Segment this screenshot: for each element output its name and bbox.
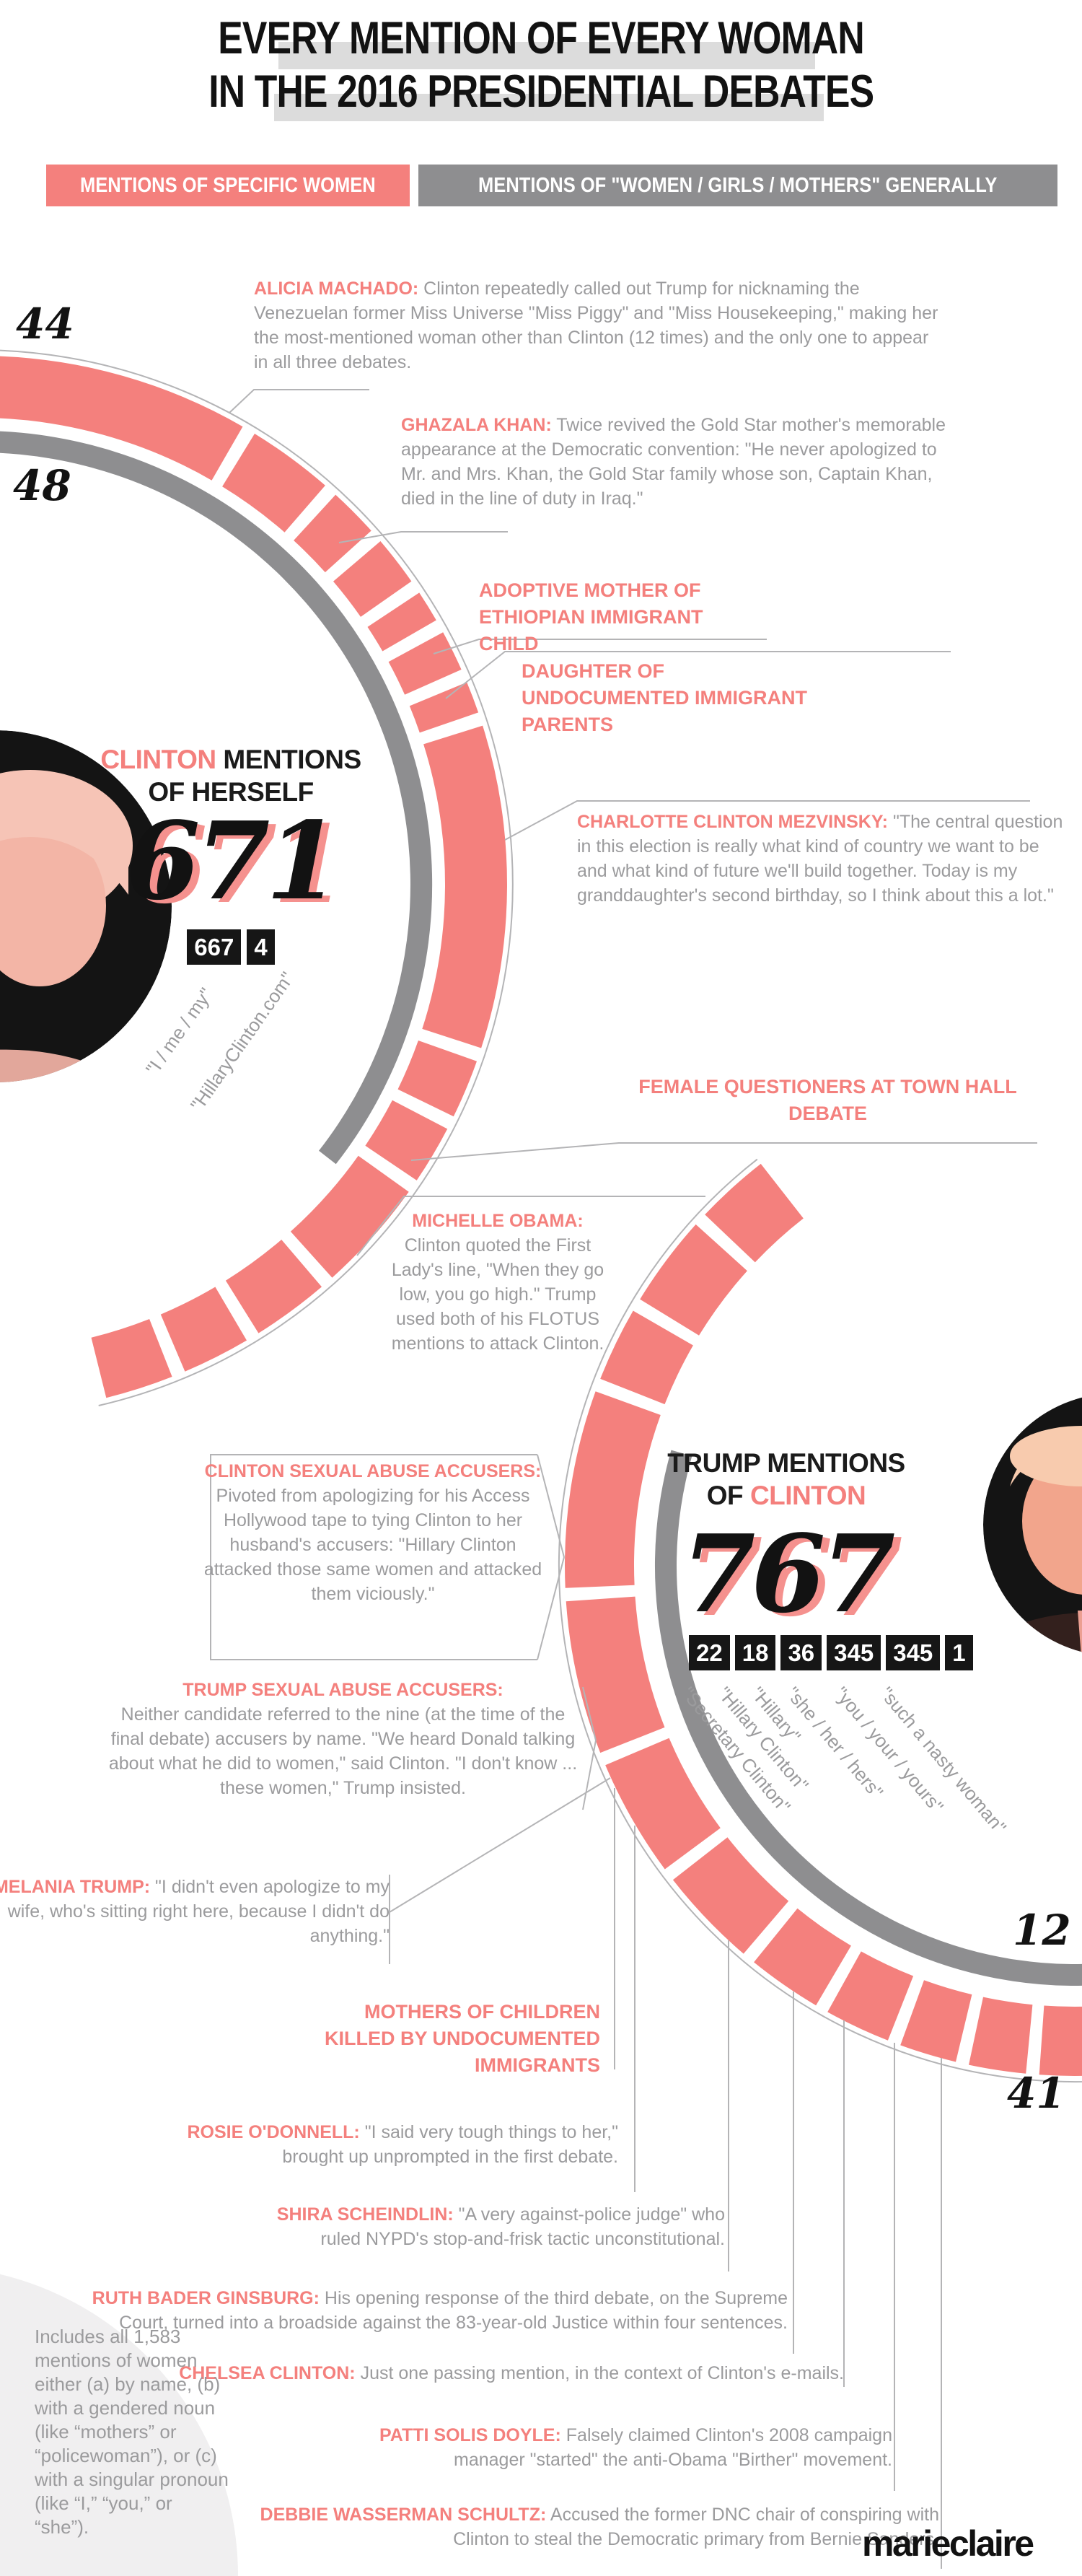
clinton-general-band xyxy=(0,431,433,1165)
trump-specific-segment xyxy=(1039,2005,1082,2076)
clinton-specific-segment xyxy=(91,1319,172,1398)
trump-photo xyxy=(983,1393,1082,1656)
leader-line xyxy=(582,1740,597,1810)
entry-chelsea-clinton: CHELSEA CLINTON: Just one passing mentio… xyxy=(179,2363,844,2383)
title-highlight-bar-1 xyxy=(278,42,815,69)
entry-trump-sexual-abuse-accusers: TRUMP SEXUAL ABUSE ACCUSERS: Neither cand… xyxy=(108,1680,578,1798)
clinton-ring-outline xyxy=(0,349,514,1406)
leader-line xyxy=(210,1454,537,1660)
leader-line xyxy=(356,1196,705,1256)
entry-shira-scheindlin: SHIRA SCHEINDLIN: "A very against-police… xyxy=(276,2204,725,2249)
clinton-specific-segment xyxy=(290,1155,409,1278)
clinton-specific-segment xyxy=(225,1240,322,1333)
entry-ruth-bader-ginsburg: RUTH BADER GINSBURG: His opening respons… xyxy=(92,2288,788,2333)
leader-line xyxy=(389,1777,611,1913)
count-box: 22 xyxy=(689,1635,730,1670)
clinton-specific-segment xyxy=(222,434,325,533)
page-title-line1: EVERY MENTION OF EVERY WOMAN xyxy=(0,14,1082,62)
clinton-specific-segment xyxy=(0,356,243,481)
clinton-specific-count: 44 xyxy=(16,299,74,349)
trump-specific-segment xyxy=(754,1908,851,2006)
legend-specific-women: MENTIONS OF SPECIFIC WOMEN xyxy=(46,165,410,206)
trump-ring-outline xyxy=(558,1158,1082,2083)
clinton-general-count: 48 xyxy=(13,461,71,510)
count-box: 1 xyxy=(945,1635,973,1670)
leader-line xyxy=(537,1454,565,1558)
trump-specific-segment xyxy=(705,1163,804,1263)
entry-debbie-wasserman-schultz: DEBBIE WASSERMAN SCHULTZ: Accused the fo… xyxy=(260,2505,939,2549)
legend-specific-label: MENTIONS OF SPECIFIC WOMEN xyxy=(80,173,376,197)
entry-melania-trump: MELANIA TRUMP: "I didn't even apologize … xyxy=(0,1877,390,1946)
trump-heading-name: CLINTON xyxy=(749,1481,866,1510)
leader-line xyxy=(338,531,508,543)
trump-total: 767 xyxy=(681,1511,896,1637)
trump-specific-count: 41 xyxy=(1007,2069,1065,2118)
clinton-specific-segment xyxy=(422,725,507,1048)
entry-patti-solis-doyle: PATTI SOLIS DOYLE: Falsely claimed Clint… xyxy=(379,2425,892,2470)
entry-charlotte-clinton-mezvinsky: CHARLOTTE CLINTON MEZVINSKY: "The centra… xyxy=(577,812,1063,906)
clinton-specific-segment xyxy=(365,1100,448,1180)
leader-line xyxy=(582,1686,597,1741)
legend-general-label: MENTIONS OF "WOMEN / GIRLS / MOTHERS" GE… xyxy=(478,173,998,197)
page-title-line1-text: EVERY MENTION OF EVERY WOMAN xyxy=(218,13,864,63)
count-box: 345 xyxy=(886,1635,941,1670)
legend-general-women: MENTIONS OF "WOMEN / GIRLS / MOTHERS" GE… xyxy=(418,165,1057,206)
clinton-heading-name: CLINTON xyxy=(100,745,216,774)
clinton-specific-segment xyxy=(367,592,436,652)
entry-rosie-odonnell: ROSIE O'DONNELL: "I said very tough thin… xyxy=(187,2122,618,2167)
marie-claire-logo: marieclaire xyxy=(862,2523,1034,2564)
entry-ghazala-khan: GHAZALA KHAN: Twice revived the Gold Sta… xyxy=(401,415,946,509)
title-highlight-bar-2 xyxy=(274,94,824,121)
leader-line xyxy=(229,389,369,413)
trump-general-count: 12 xyxy=(1013,1906,1071,1955)
clinton-specific-segment xyxy=(397,1041,477,1117)
entry-alicia-machado: ALICIA MACHADO: Clinton repeatedly calle… xyxy=(254,279,938,372)
trump-specific-segment xyxy=(672,1837,789,1954)
trump-specific-segment xyxy=(827,1951,914,2041)
leader-line xyxy=(504,800,1030,841)
entry-daughter-undocumented: DAUGHTER OF UNDOCUMENTED IMMIGRANT PAREN… xyxy=(522,660,807,735)
trump-specific-segment xyxy=(969,1997,1033,2074)
page-title-line2: IN THE 2016 PRESIDENTIAL DEBATES xyxy=(0,68,1082,115)
leader-line xyxy=(410,1142,1037,1161)
trump-specific-segment xyxy=(640,1224,747,1336)
trump-specific-segment xyxy=(900,1980,972,2062)
count-box: 36 xyxy=(780,1635,822,1670)
count-box: 4 xyxy=(247,929,275,965)
leader-line xyxy=(445,651,951,699)
entry-clinton-sexual-abuse-accusers: CLINTON SEXUAL ABUSE ACCUSERS: Pivoted fr… xyxy=(203,1461,542,1604)
clinton-specific-segment xyxy=(388,632,462,695)
trump-heading: TRUMP MENTIONS OF CLINTON xyxy=(649,1447,923,1512)
footnote: Includes all 1,583 mentions of women eit… xyxy=(35,2326,229,2538)
trump-specific-segment xyxy=(566,1596,665,1753)
clinton-breakdown-boxes: 667 4 xyxy=(101,929,361,965)
trump-heading-line1: TRUMP MENTIONS xyxy=(667,1448,905,1478)
leader-line xyxy=(537,1556,565,1660)
count-box: 345 xyxy=(827,1635,881,1670)
clinton-total: 671 xyxy=(126,798,340,924)
clinton-specific-segment xyxy=(333,541,412,617)
leader-line xyxy=(433,639,767,654)
trump-heading-prefix: OF xyxy=(706,1481,750,1510)
trump-specific-segment xyxy=(565,1391,661,1588)
entry-adoptive-mother: ADOPTIVE MOTHER OF ETHIOPIAN IMMIGRANT C… xyxy=(479,579,703,654)
count-box: 667 xyxy=(187,929,242,965)
trump-specific-segment xyxy=(600,1310,693,1405)
trump-specific-segment xyxy=(605,1738,721,1870)
page-title-line2-text: IN THE 2016 PRESIDENTIAL DEBATES xyxy=(208,66,874,117)
clinton-heading: CLINTON MENTIONS OF HERSELF xyxy=(94,743,368,808)
entry-female-questioners: FEMALE QUESTIONERS AT TOWN HALL DEBATE xyxy=(638,1076,1017,1124)
clinton-heading-line2: OF HERSELF xyxy=(148,777,314,807)
entry-mothers-of-children: MOTHERS OF CHILDREN KILLED BY UNDOCUMENT… xyxy=(324,2001,600,2076)
count-box: 18 xyxy=(734,1635,776,1670)
entry-michelle-obama: MICHELLE OBAMA: Clinton quoted the First … xyxy=(391,1211,604,1354)
clinton-heading-rest: MENTIONS xyxy=(216,745,361,774)
clinton-specific-segment xyxy=(294,494,371,573)
trump-breakdown-boxes: 22 18 36 345 345 1 xyxy=(689,1635,973,1670)
clinton-specific-segment xyxy=(160,1287,247,1372)
clinton-specific-segment xyxy=(409,682,479,733)
